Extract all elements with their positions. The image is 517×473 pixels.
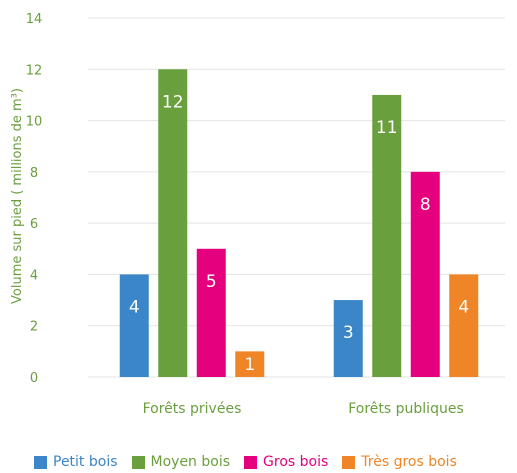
x-tick-label: Forêts publiques (348, 401, 464, 417)
legend-label: Très gros bois (361, 454, 457, 470)
y-tick-label: 10 (26, 115, 43, 130)
legend-item: Moyen bois (131, 454, 231, 470)
y-tick-label: 6 (30, 217, 38, 232)
bar-value-label: 1 (244, 355, 255, 375)
bar-value-label: 12 (162, 92, 184, 112)
legend-swatch (34, 455, 47, 469)
legend-label: Gros bois (263, 454, 329, 470)
y-tick-label: 4 (30, 268, 38, 283)
y-tick-label: 12 (26, 63, 43, 78)
legend-item: Petit bois (34, 454, 118, 470)
bar-value-label: 8 (420, 195, 431, 215)
legend-label: Moyen bois (150, 454, 231, 470)
legend-item: Gros bois (244, 454, 328, 470)
legend-label: Petit bois (53, 454, 118, 470)
bar-value-label: 4 (129, 297, 140, 317)
bar (449, 274, 479, 377)
x-tick-label: Forêts privées (143, 401, 242, 417)
bar-value-label: 3 (343, 323, 354, 343)
y-axis-label: Volume sur pied ( millions de m³) (10, 88, 25, 304)
y-tick-label: 14 (26, 12, 43, 27)
bar (196, 248, 226, 377)
bar (410, 171, 440, 377)
chart-legend: Petit bois Moyen bois Gros bois Très gros b… (34, 452, 457, 472)
bar-value-label: 5 (206, 272, 217, 292)
bar (372, 94, 402, 377)
legend-swatch (342, 455, 356, 469)
bar (333, 300, 363, 377)
y-tick-label: 0 (30, 371, 38, 386)
bar (158, 69, 188, 378)
y-tick-label: 2 (30, 320, 38, 335)
bar-value-label: 4 (458, 297, 469, 317)
bar (235, 351, 265, 377)
bar-value-label: 11 (376, 118, 398, 138)
y-tick-label: 8 (30, 166, 38, 181)
legend-swatch (244, 455, 258, 469)
bar (119, 274, 149, 377)
legend-item: Très gros bois (342, 454, 457, 470)
legend-swatch (131, 455, 145, 469)
